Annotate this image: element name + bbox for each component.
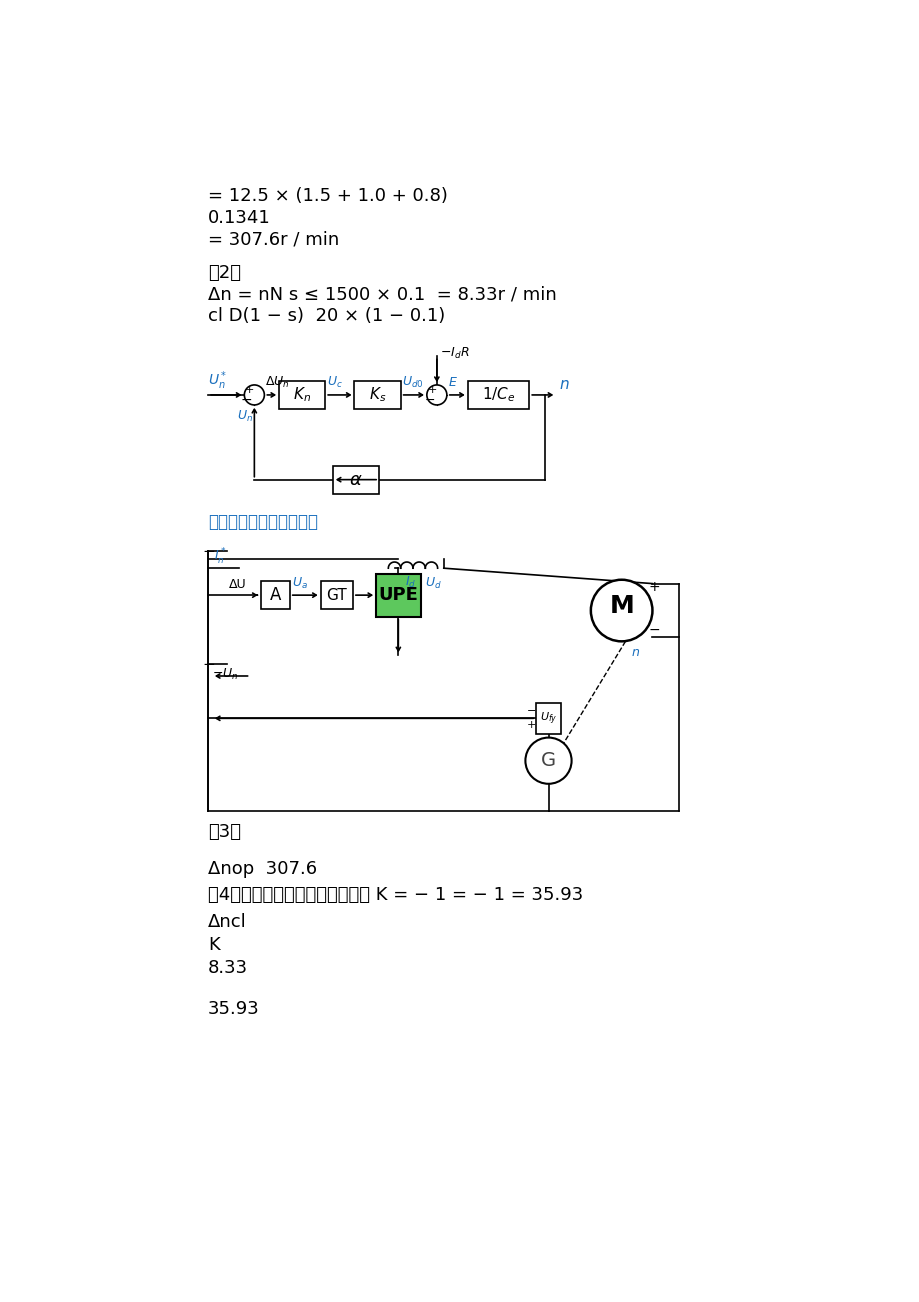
Text: −: − [527,706,536,716]
Text: M: M [608,594,633,618]
Text: （2）: （2） [208,264,241,283]
Text: $U_{fy}$: $U_{fy}$ [539,710,557,727]
Bar [467,381,528,409]
Bar [354,381,401,409]
Text: 0.1341: 0.1341 [208,208,270,227]
Bar [376,574,420,617]
Text: GT: GT [326,587,346,603]
Text: $K_s$: $K_s$ [369,385,386,405]
Text: A: A [269,586,280,604]
Text: UPE: UPE [378,586,418,604]
Text: $U_a$: $U_a$ [291,575,308,591]
Text: $U_{d0}$: $U_{d0}$ [402,375,424,391]
Text: Δnop  307.6: Δnop 307.6 [208,861,317,879]
Text: −$U_n$: −$U_n$ [211,667,238,682]
Text: $ΔU_n$: $ΔU_n$ [265,375,289,391]
Text: −: − [241,393,252,408]
Text: −: − [425,393,435,406]
Text: K: K [208,936,220,954]
Text: $U_n$: $U_n$ [237,409,254,424]
Bar [278,381,324,409]
Circle shape [525,738,571,784]
Circle shape [590,579,652,642]
Text: $-I_dR$: $-I_dR$ [439,346,469,361]
Text: $U^*_n$: $U^*_n$ [208,370,227,392]
Text: Δn = nN s ≤ 1500 × 0.1  = 8.33r / min: Δn = nN s ≤ 1500 × 0.1 = 8.33r / min [208,286,556,303]
Text: Δncl: Δncl [208,913,246,931]
Text: 35.93: 35.93 [208,1000,260,1018]
Text: −: − [202,658,214,672]
Text: $1/C_e$: $1/C_e$ [482,385,515,405]
Text: $α$: $α$ [349,470,362,488]
Text: +: + [244,384,254,395]
Circle shape [244,385,264,405]
Text: 8.33: 8.33 [208,958,248,976]
Text: $I^*_{n}$: $I^*_{n}$ [214,547,226,566]
Text: $n$: $n$ [630,646,640,659]
Text: $K_n$: $K_n$ [293,385,311,405]
Bar [333,466,379,493]
Text: = 12.5 × (1.5 + 1.0 + 0.8): = 12.5 × (1.5 + 1.0 + 0.8) [208,187,448,206]
Text: （4）闭环系统的开环放大系数为 K = − 1 = − 1 = 35.93: （4）闭环系统的开环放大系数为 K = − 1 = − 1 = 35.93 [208,887,583,905]
Bar [536,703,561,734]
Bar [260,581,289,609]
Text: +: + [527,720,536,729]
Text: $I_d$: $I_d$ [404,574,415,590]
Text: −: − [648,622,660,637]
Bar [320,581,353,609]
Text: （3）: （3） [208,823,241,841]
Text: $n$: $n$ [559,376,569,392]
Text: = 307.6r / min: = 307.6r / min [208,230,339,249]
Text: $U_d$: $U_d$ [424,575,441,591]
Text: ΔU: ΔU [229,578,246,591]
Text: $U_c$: $U_c$ [326,375,342,391]
Circle shape [426,385,447,405]
Text: G: G [540,751,555,771]
Text: +: + [648,581,660,595]
Text: cl D(1 − s)  20 × (1 − 0.1): cl D(1 − s) 20 × (1 − 0.1) [208,307,445,324]
Text: 转速负反馈系统的原理图: 转速负反馈系统的原理图 [208,513,318,531]
Text: $E$: $E$ [448,376,457,389]
Text: +: + [427,384,437,395]
Text: −: − [202,544,214,559]
